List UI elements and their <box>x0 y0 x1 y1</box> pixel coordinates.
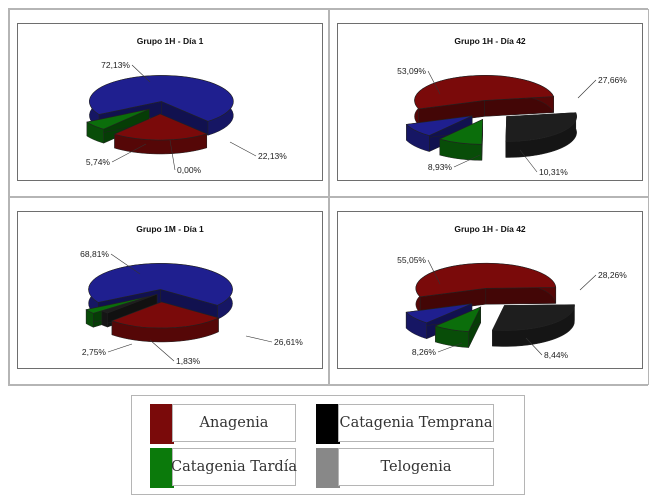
leader-line <box>577 79 597 99</box>
leader-line <box>245 335 273 343</box>
chart-title: Grupo 1H - Día 42 <box>454 36 526 46</box>
data-label: 28,26% <box>598 270 627 280</box>
data-label: 8,26% <box>412 347 437 357</box>
chart-panel-1h-dia42-b: Grupo 1H - Día 42 55,05% 28,26% 8,44% 8,26% <box>329 197 649 385</box>
leader-line <box>111 143 147 163</box>
data-label: 26,61% <box>274 337 303 347</box>
chart-panel-1h-dia1: Grupo 1H - Día 1 72,13% 22,13% 0,00% 5,74% <box>9 9 329 197</box>
legend-swatch <box>150 404 174 444</box>
pie-slice-anagenia <box>113 113 208 155</box>
pie-slice-telogenia <box>405 115 473 152</box>
data-label: 27,66% <box>598 75 627 85</box>
data-label: 1,83% <box>176 356 201 366</box>
data-label: 2,75% <box>82 347 107 357</box>
pie-slice-catagenia-temprana <box>505 112 577 158</box>
chart-panel-1h-dia42: Grupo 1H - Día 42 53,09% 27,66% 10,31% 8,93% <box>329 9 649 197</box>
leader-line <box>131 64 151 83</box>
pie-chart-svg: Grupo 1H - Día 1 72,13% 22,13% 0,00% 5,74% <box>86 36 287 175</box>
pie-chart-svg: Grupo 1M - Día 1 68,81% 26,61% 1,83% 2,75% <box>80 224 303 366</box>
pie-slice-anagenia <box>111 301 220 343</box>
legend-swatch <box>316 404 340 444</box>
legend-swatch <box>150 448 174 488</box>
chart-title: Grupo 1M - Día 1 <box>136 224 204 234</box>
chart-title: Grupo 1H - Día 1 <box>137 36 204 46</box>
leader-line <box>110 253 141 275</box>
leader-line <box>149 339 175 362</box>
leader-line <box>427 70 441 95</box>
chart-title: Grupo 1H - Día 42 <box>454 224 526 234</box>
leader-line <box>525 337 543 356</box>
pie-slice-catagenia-temprana <box>491 304 575 347</box>
leader-line <box>453 154 481 168</box>
legend-swatch <box>316 448 340 488</box>
leader-line <box>519 149 538 173</box>
pie-slice-catagenia-tard-a <box>438 118 484 161</box>
data-label: 68,81% <box>80 249 109 259</box>
data-label: 22,13% <box>258 151 287 161</box>
leader-line <box>427 259 441 285</box>
pie-slice-catagenia-tard-a <box>434 306 482 348</box>
pie-chart-svg: Grupo 1H - Día 42 53,09% 27,66% 10,31% 8,93% <box>397 36 627 177</box>
data-label: 53,09% <box>397 66 426 76</box>
data-label: 8,44% <box>544 350 569 360</box>
pie-chart-svg: Grupo 1H - Día 42 55,05% 28,26% 8,44% 8,26% <box>397 224 627 360</box>
leader-line <box>579 274 597 291</box>
legend-label: Catagenia Temprana <box>338 404 494 442</box>
data-label: 10,31% <box>539 167 568 177</box>
pie-slice-anagenia <box>415 263 557 314</box>
pie-slice-anagenia <box>414 75 555 126</box>
data-label: 55,05% <box>397 255 426 265</box>
data-label: 72,13% <box>101 60 130 70</box>
data-label: 8,93% <box>428 162 453 172</box>
leader-line <box>169 139 176 171</box>
data-label: 5,74% <box>86 157 111 167</box>
legend-label: Catagenia Tardía <box>171 448 297 486</box>
legend-label: Anagenia <box>172 404 296 442</box>
chart-panel-1m-dia1: Grupo 1M - Día 1 68,81% 26,61% 1,83% 2,75% <box>9 197 329 385</box>
legend-label: Telogenia <box>338 448 494 486</box>
leader-line <box>229 141 257 157</box>
leader-line <box>437 342 463 353</box>
charts-grid: Grupo 1H - Día 1 72,13% 22,13% 0,00% 5,74% G… <box>8 8 649 386</box>
legend: Anagenia Catagenia Temprana Catagenia Ta… <box>131 395 525 495</box>
pie-slice-telogenia <box>88 263 233 320</box>
data-label: 0,00% <box>177 165 202 175</box>
leader-line <box>107 343 133 353</box>
